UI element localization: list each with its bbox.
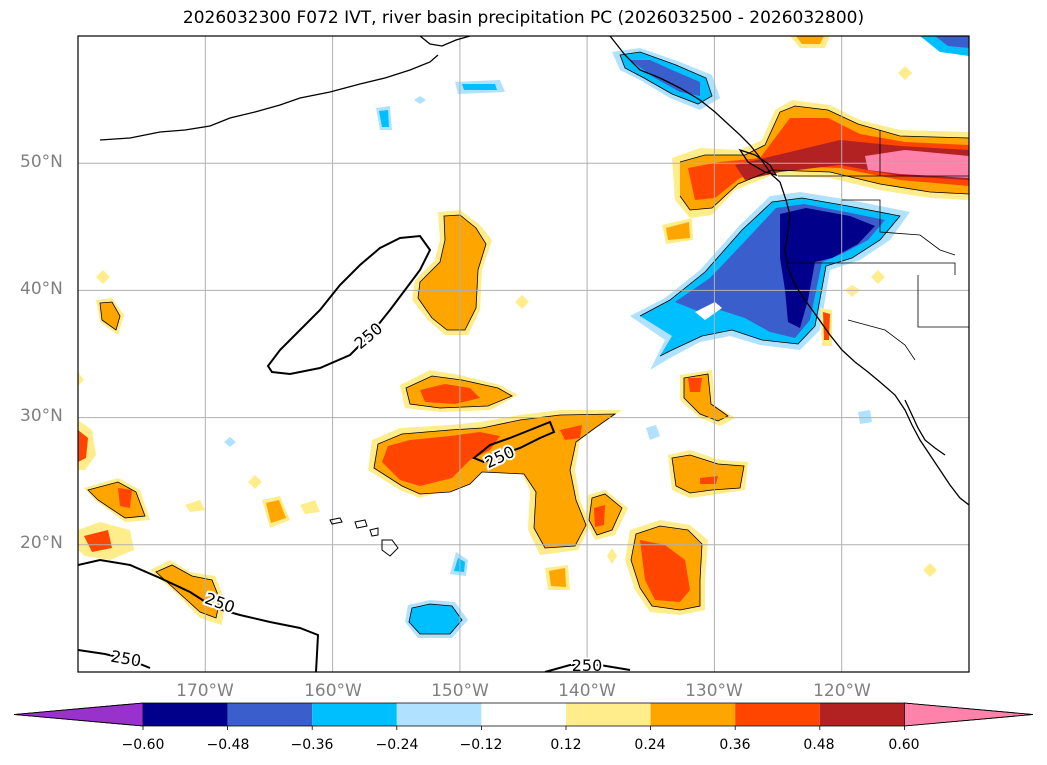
pc-region-blob-a-in [266,500,286,523]
plot-area [78,36,969,672]
pc-region-32n-red [688,378,702,392]
colorbar-extend-high [904,702,1034,727]
pc-region-blob-c-in [549,568,566,587]
colorbar [13,702,1034,730]
colorbar-tick-6: 0.12 [550,737,582,753]
colorbar-segment-9 [819,703,905,726]
pc-region-ne-corner-in [935,36,969,48]
pc-region-blob-s [224,437,236,447]
colorbar-extend-low [13,702,144,727]
pc-region-blob-m [871,270,885,284]
lon-label-160w: 160°W [304,681,362,701]
coastline-alaska-panhandle [609,36,781,183]
pc-region-blob-b-in [666,222,690,240]
border-state-4 [847,319,916,361]
colorbar-tick-1: −0.60 [121,737,165,753]
coastline-alaska [419,36,471,47]
coastline-us-west [779,181,969,506]
borders [778,130,969,361]
pc-region-hawaii-neg-cyan [409,604,462,634]
pc-region-22n-red [594,505,605,527]
coastlines [99,36,969,506]
pc-region-25n-red [700,476,718,484]
ivt-contours [78,234,631,672]
coastline-vancouver-island [738,148,778,177]
colorbar-tick-2: −0.48 [206,737,250,753]
pc-region-blob-j [898,66,912,80]
pc-region-blob-o [78,372,84,386]
colorbar-tick-5: −0.12 [459,737,503,753]
pc-region-bc-pink [865,150,969,178]
ivt-contour-bottom [544,664,631,672]
pc-region-w4-orange [100,302,120,330]
border-state-1 [787,262,956,275]
border-state-2 [842,199,956,256]
lat-label-50n: 50°N [20,152,63,172]
ivt-contour-north [266,234,432,376]
pc-region-central-red [382,432,500,486]
pc-region-blob-k [923,563,937,577]
colorbar-segment-3 [312,703,397,726]
colorbar-segment-6 [566,703,651,726]
pc-region-blob-n [845,285,860,297]
pc-region-central-red-2 [560,425,582,440]
pc-region-w1-red [84,530,112,552]
lat-label-20n: 20°N [20,533,63,553]
pc-region-w2-red [118,488,132,508]
pc-region-blob-l [607,548,617,564]
lon-label-150w: 150°W [431,681,489,701]
border-state-3 [917,275,969,328]
pc-region-30n-red [420,384,480,404]
map-frame [77,35,970,673]
colorbar-tick-3: −0.36 [290,737,334,753]
pc-region-alaska-blue [630,60,700,96]
pc-region-blob-f [300,500,320,514]
hawaiian-islands [329,517,399,557]
pc-region-nw-hole [695,302,722,320]
pc-region-blob-e [185,500,205,512]
lon-label-120w: 120°W [813,681,871,701]
colorbar-tick-9: 0.48 [803,737,835,753]
pc-region-blob-t [414,96,426,104]
colorbar-tick-8: 0.36 [719,737,751,753]
map-title: 2026032300 F072 IVT, river basin precipi… [182,8,865,28]
pc-region-blob-r [858,410,872,424]
contour-label-bottom: 250 [572,656,603,675]
pc-contour-outlines [87,51,969,635]
pc-region-blob-i [515,295,529,309]
colorbar-tick-4: −0.24 [375,737,419,753]
pc-region-n52-cyan [379,110,389,127]
contour-label-southwest: 250 [109,647,142,671]
ivt-contour-southwest [78,649,151,669]
pc-region-se-red [640,540,690,602]
pc-region-blob-q [646,425,660,440]
lat-label-40n: 40°N [20,279,63,299]
pc-region-40n-orange [418,215,486,330]
colorbar-segment-1 [143,703,228,726]
colorbar-tick-7: 0.24 [634,737,666,753]
pc-region-blob-g [248,475,262,489]
colorbar-segment-4 [396,703,482,726]
ivt-contour-central [472,420,556,464]
contour-labels: 250 250 250 250 250 [107,317,604,677]
colorbar-tick-10: 0.60 [888,737,920,753]
colorbar-segment-8 [735,703,820,726]
lat-label-30n: 30°N [20,406,63,426]
coastline-aleutians [99,54,439,141]
colorbar-segment-2 [227,703,313,726]
colorbar-segment-7 [650,703,736,726]
gridlines [78,36,969,672]
colorbar-segment-5 [481,703,566,726]
pc-region-top-right-in [796,36,824,44]
pc-region-w3-red [78,430,88,462]
pc-region-n55-cyan [462,84,497,90]
coastline-baja [904,399,946,456]
ivt-contour-south [78,558,320,672]
lon-label-170w: 170°W [176,681,234,701]
pc-region-25n-orange [672,455,744,493]
lon-label-140w: 140°W [558,681,616,701]
pc-region-blob-h [96,270,110,284]
lon-label-130w: 130°W [685,681,743,701]
